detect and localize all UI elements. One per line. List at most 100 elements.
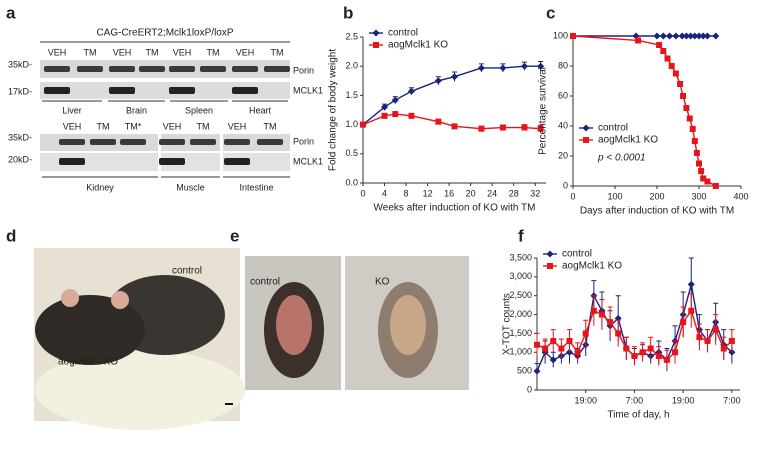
legend-label: control xyxy=(598,123,628,134)
data-point xyxy=(574,349,581,356)
data-point xyxy=(582,330,589,337)
photo-d: control aogMclk1 KO xyxy=(34,248,245,430)
blot-strip xyxy=(40,82,290,99)
data-point xyxy=(678,32,686,40)
x-tick-label: 400 xyxy=(733,191,748,201)
data-point xyxy=(712,32,720,40)
legend-marker xyxy=(372,29,380,37)
data-point xyxy=(666,32,674,40)
band xyxy=(59,158,85,165)
data-point xyxy=(712,183,719,189)
band xyxy=(190,139,216,145)
lane-label: VEH xyxy=(173,47,192,57)
data-point xyxy=(499,64,507,72)
lane-label: TM xyxy=(84,47,97,57)
data-point xyxy=(435,118,442,125)
data-point xyxy=(542,345,549,352)
dissection xyxy=(276,295,312,355)
data-point xyxy=(451,123,458,130)
data-point xyxy=(712,326,719,333)
tissue-label: Liver xyxy=(62,105,82,115)
band xyxy=(169,87,195,94)
lane-label: TM* xyxy=(125,121,142,131)
data-point xyxy=(434,77,442,85)
data-point xyxy=(660,48,667,54)
x-tick-label: 8 xyxy=(404,188,409,198)
y-tick-label: 1.5 xyxy=(345,90,358,100)
band xyxy=(232,66,258,72)
data-point xyxy=(686,115,693,122)
data-point xyxy=(680,93,687,99)
data-point xyxy=(360,121,366,128)
data-point xyxy=(699,32,707,40)
band-label: MCLK1 xyxy=(293,156,323,166)
tissue-label: Heart xyxy=(249,105,272,115)
data-point xyxy=(696,160,702,167)
band xyxy=(169,66,195,72)
x-tick-label: 200 xyxy=(649,191,664,201)
western-blot: CAG-CreERT2;Mclk1loxP/loxP 35kD- 17kD- P… xyxy=(8,28,323,193)
data-point xyxy=(691,138,698,144)
data-point xyxy=(677,81,684,87)
data-point xyxy=(623,345,630,352)
y-tick-label: 1,000 xyxy=(509,347,532,357)
x-tick-label: 4 xyxy=(382,188,387,198)
band xyxy=(90,139,116,145)
lane-label: VEH xyxy=(163,121,182,131)
data-point xyxy=(549,356,557,364)
data-point xyxy=(520,62,528,70)
data-point xyxy=(407,87,415,95)
mw-marker: 35kD- xyxy=(8,132,32,142)
y-axis-label: X-TOT counts xyxy=(502,293,513,355)
lane-label: VEH xyxy=(236,47,255,57)
data-point xyxy=(704,178,711,185)
photo-label: aogMclk1 KO xyxy=(58,357,118,368)
tissue-label: Kidney xyxy=(86,182,114,192)
data-point xyxy=(391,96,399,104)
y-tick-label: 500 xyxy=(517,366,532,376)
data-point xyxy=(381,103,389,111)
band xyxy=(59,139,85,145)
y-tick-label: 80 xyxy=(558,60,568,70)
x-tick-label: 19:00 xyxy=(574,395,597,405)
data-point xyxy=(728,337,735,344)
legend-marker xyxy=(547,263,553,269)
lane-label: TM xyxy=(271,47,284,57)
y-tick-label: 40 xyxy=(558,120,568,130)
data-point xyxy=(499,124,506,131)
legend-label: control xyxy=(562,249,592,260)
legend-label: aogMclk1 KO xyxy=(562,261,622,272)
data-point xyxy=(656,42,663,48)
x-tick-label: 100 xyxy=(607,191,622,201)
x-tick-label: 24 xyxy=(487,188,497,198)
band xyxy=(159,139,185,145)
x-tick-label: 12 xyxy=(423,188,433,198)
band xyxy=(77,66,103,72)
data-point xyxy=(392,111,399,118)
ear xyxy=(111,291,129,309)
data-point xyxy=(672,70,679,77)
data-point xyxy=(381,112,388,119)
photo-e: control KO xyxy=(245,256,469,390)
band xyxy=(257,139,283,145)
blot-strip xyxy=(223,134,290,151)
legend-marker xyxy=(546,250,554,258)
data-point xyxy=(631,353,638,360)
lane-label: TM xyxy=(97,121,110,131)
data-point xyxy=(687,280,695,288)
tissue-label: Intestine xyxy=(239,182,273,192)
lane-label: TM xyxy=(146,47,159,57)
band xyxy=(159,158,185,165)
y-tick-label: 0 xyxy=(527,384,532,394)
data-point xyxy=(647,345,654,352)
tissue-label: Brain xyxy=(126,105,147,115)
y-tick-label: 1.0 xyxy=(345,119,358,129)
photo-label: control xyxy=(172,266,202,277)
y-axis-label: Fold change of body weight xyxy=(328,49,339,172)
y-tick-label: 20 xyxy=(558,150,568,160)
band xyxy=(120,139,146,145)
data-point xyxy=(689,126,696,132)
mw-marker: 20kD- xyxy=(8,154,32,164)
data-point xyxy=(668,63,675,69)
data-point xyxy=(720,345,727,352)
